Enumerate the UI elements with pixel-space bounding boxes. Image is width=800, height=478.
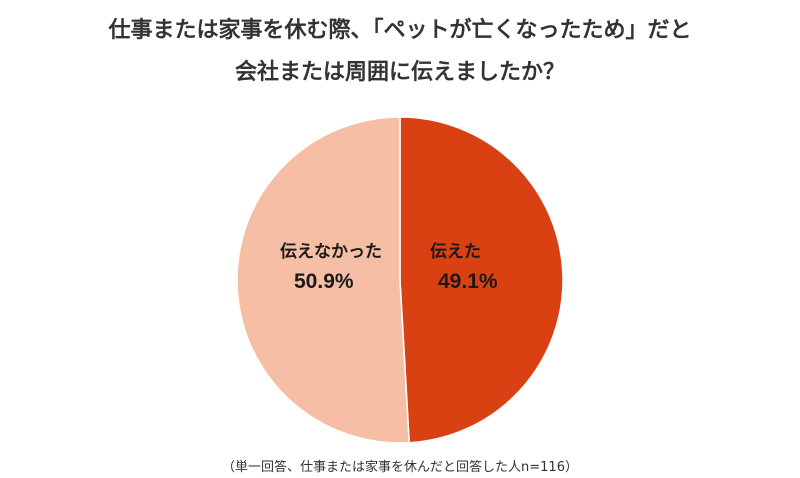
slice-value-not-told: 50.9% (294, 270, 354, 293)
sample-note: （単一回答、仕事または家事を休んだと回答した人n=116） (222, 460, 578, 475)
pie-labels: 伝えた 49.1% 伝えなかった 50.9% (280, 241, 498, 293)
pie-slice-told (399, 116, 564, 444)
slice-label-told: 伝えた (430, 241, 481, 262)
chart-title-line-2: 会社または周囲に伝えましたか？ (234, 60, 565, 85)
chart-title: 仕事または家事を休む際、「ペットが亡くなったため」だと 会社または周囲に伝えまし… (0, 10, 800, 94)
slice-value-told: 49.1% (438, 270, 498, 293)
pie-slice-not-told (236, 116, 411, 444)
pie-slices (236, 116, 564, 444)
slice-label-not-told: 伝えなかった (280, 241, 382, 262)
chart-title-line-1: 仕事または家事を休む際、「ペットが亡くなったため」だと (108, 18, 692, 43)
